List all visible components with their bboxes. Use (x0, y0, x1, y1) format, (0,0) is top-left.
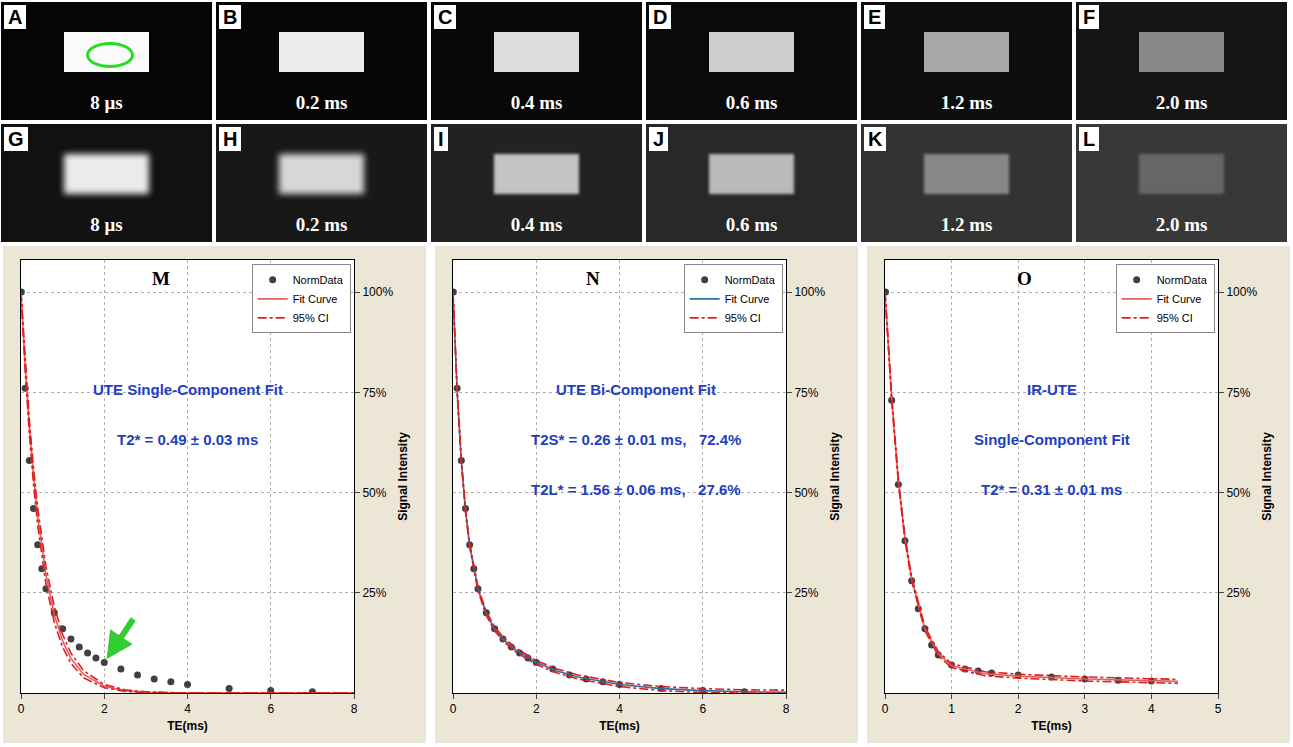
svg-text:T2* = 0.49 ± 0.03 ms: T2* = 0.49 ± 0.03 ms (117, 431, 258, 448)
svg-text:8: 8 (351, 702, 358, 716)
svg-text:3: 3 (1081, 702, 1088, 716)
svg-text:TE(ms): TE(ms) (599, 719, 640, 733)
svg-text:Fit Curve: Fit Curve (293, 293, 338, 305)
svg-text:TE(ms): TE(ms) (167, 719, 208, 733)
svg-text:4: 4 (616, 702, 623, 716)
svg-text:IR-UTE: IR-UTE (1027, 381, 1077, 398)
svg-text:50%: 50% (1226, 486, 1250, 500)
svg-text:NormData: NormData (293, 274, 344, 286)
html-text:E: E (868, 6, 882, 28)
svg-text:Fit Curve: Fit Curve (725, 293, 770, 305)
svg-text:Signal Intensity: Signal Intensity (396, 432, 410, 521)
svg-text:0: 0 (18, 702, 25, 716)
svg-text:T2S* = 0.26 ± 0.01 ms, 72.4%: T2S* = 0.26 ± 0.01 ms, 72.4% (531, 431, 741, 448)
html-text:I: I (438, 128, 444, 150)
html-text:0.2 ms: 0.2 ms (295, 214, 348, 235)
svg-text:N: N (586, 268, 600, 289)
html-text:2.0 ms: 2.0 ms (1155, 214, 1208, 235)
svg-text:95% CI: 95% CI (293, 312, 329, 324)
svg-text:O: O (1017, 268, 1032, 289)
svg-text:0: 0 (882, 702, 889, 716)
svg-text:100%: 100% (1226, 285, 1257, 299)
svg-text:75%: 75% (1226, 386, 1250, 400)
svg-text:UTE Bi-Component Fit: UTE Bi-Component Fit (556, 381, 716, 398)
svg-text:8: 8 (783, 702, 790, 716)
html-text:8 μs: 8 μs (90, 92, 123, 113)
svg-text:50%: 50% (362, 486, 386, 500)
svg-text:100%: 100% (362, 285, 393, 299)
svg-text:4: 4 (184, 702, 191, 716)
svg-text:Signal Intensity: Signal Intensity (1260, 432, 1274, 521)
svg-text:75%: 75% (794, 386, 818, 400)
svg-text:25%: 25% (362, 586, 386, 600)
html-text:1.2 ms: 1.2 ms (940, 214, 993, 235)
html-text:J: J (653, 128, 665, 150)
html-text:A: A (8, 6, 23, 28)
html-text:0.6 ms: 0.6 ms (725, 92, 778, 113)
html-text:1.2 ms: 1.2 ms (940, 92, 993, 113)
html-text:K: K (868, 128, 883, 150)
svg-text:5: 5 (1215, 702, 1222, 716)
html-text:8 μs: 8 μs (90, 214, 123, 235)
html-text:D: D (653, 6, 668, 28)
svg-text:0: 0 (450, 702, 457, 716)
svg-text:Signal Intensity: Signal Intensity (828, 432, 842, 521)
svg-text:2: 2 (101, 702, 108, 716)
svg-text:Fit Curve: Fit Curve (1157, 293, 1202, 305)
svg-text:1: 1 (948, 702, 955, 716)
svg-text:25%: 25% (1226, 586, 1250, 600)
svg-text:M: M (152, 268, 170, 289)
svg-text:NormData: NormData (725, 274, 776, 286)
svg-text:95% CI: 95% CI (1157, 312, 1193, 324)
svg-text:Single-Component Fit: Single-Component Fit (974, 431, 1130, 448)
html-text:C: C (438, 6, 453, 28)
svg-text:T2L* = 1.56 ± 0.06 ms, 27.6%: T2L* = 1.56 ± 0.06 ms, 27.6% (531, 481, 741, 498)
svg-text:100%: 100% (794, 285, 825, 299)
svg-text:50%: 50% (794, 486, 818, 500)
svg-text:2: 2 (533, 702, 540, 716)
svg-text:2: 2 (1015, 702, 1022, 716)
html-text:0.2 ms: 0.2 ms (295, 92, 348, 113)
svg-text:95% CI: 95% CI (725, 312, 761, 324)
svg-text:T2* = 0.31 ± 0.01 ms: T2* = 0.31 ± 0.01 ms (981, 481, 1122, 498)
svg-text:25%: 25% (794, 586, 818, 600)
html-text:F: F (1083, 6, 1096, 28)
html-text:0.6 ms: 0.6 ms (725, 214, 778, 235)
html-text:L: L (1083, 128, 1096, 150)
svg-text:4: 4 (1148, 702, 1155, 716)
html-text:0.4 ms: 0.4 ms (510, 214, 563, 235)
html-text:B: B (223, 6, 238, 28)
svg-text:UTE Single-Component Fit: UTE Single-Component Fit (93, 381, 283, 398)
svg-text:NormData: NormData (1157, 274, 1208, 286)
svg-text:75%: 75% (362, 386, 386, 400)
html-text:2.0 ms: 2.0 ms (1155, 92, 1208, 113)
html-text:0.4 ms: 0.4 ms (510, 92, 563, 113)
svg-text:6: 6 (699, 702, 706, 716)
html-text:H: H (223, 128, 238, 150)
svg-text:6: 6 (267, 702, 274, 716)
html-text:G: G (8, 128, 24, 150)
svg-text:TE(ms): TE(ms) (1031, 719, 1072, 733)
